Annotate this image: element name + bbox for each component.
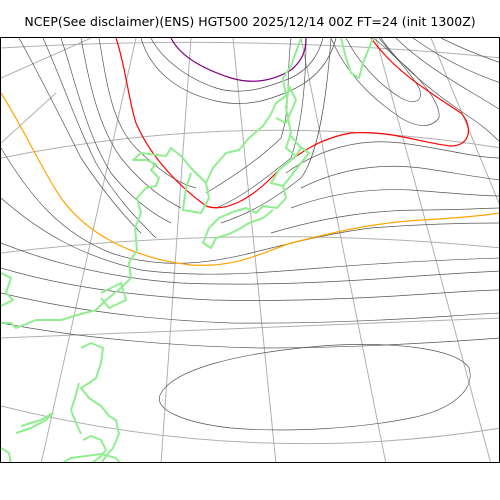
coastline xyxy=(15,412,54,434)
height-contour xyxy=(290,189,499,209)
longitude-line xyxy=(160,38,192,462)
coastline xyxy=(205,38,302,184)
height-contour xyxy=(1,322,499,349)
height-contour xyxy=(140,38,337,104)
coastline xyxy=(70,382,82,435)
height-contour xyxy=(1,292,499,324)
coastline xyxy=(1,272,14,307)
coastline xyxy=(202,155,297,249)
height-contour xyxy=(159,344,471,431)
height-contour xyxy=(42,38,157,239)
height-contours xyxy=(1,38,499,431)
purple-contour-line xyxy=(170,38,307,82)
longitude-line xyxy=(375,38,491,462)
red-contour-line xyxy=(115,38,469,209)
height-contour xyxy=(1,267,499,301)
height-contour xyxy=(1,242,499,285)
height-contour xyxy=(440,38,499,63)
height-contour xyxy=(150,38,324,92)
longitude-line xyxy=(430,38,499,205)
height-contour xyxy=(80,38,182,209)
coastline xyxy=(82,435,107,462)
height-contour xyxy=(1,197,499,275)
height-contour xyxy=(300,165,499,189)
height-contour xyxy=(1,147,499,264)
height-contour xyxy=(18,38,142,234)
coastline xyxy=(1,447,12,462)
height-contour xyxy=(215,38,307,209)
height-contour xyxy=(412,38,499,83)
longitude-line xyxy=(1,38,92,79)
longitude-line xyxy=(300,38,387,462)
latitude-line xyxy=(1,405,499,445)
height-contour xyxy=(270,207,499,234)
hgt500-map xyxy=(1,38,499,462)
coastlines xyxy=(1,38,374,462)
page-title: NCEP(See disclaimer)(ENS) HGT500 2025/12… xyxy=(24,14,476,29)
coastline xyxy=(62,453,121,462)
map-panel xyxy=(0,37,500,463)
height-contour xyxy=(60,38,172,224)
coastline xyxy=(340,38,374,79)
latitude-line xyxy=(1,236,499,254)
height-contour xyxy=(285,141,499,174)
longitude-lines xyxy=(1,38,499,462)
height-contour xyxy=(98,38,197,189)
longitude-line xyxy=(232,38,277,462)
coastline xyxy=(282,145,310,187)
latitude-line xyxy=(1,41,499,59)
coastline xyxy=(100,282,127,309)
height-contour xyxy=(345,38,421,102)
longitude-line xyxy=(40,38,137,462)
height-contour xyxy=(380,38,499,142)
coastline xyxy=(275,85,297,124)
height-contour xyxy=(395,38,499,110)
coastline xyxy=(1,147,210,329)
coastline xyxy=(80,342,120,462)
longitude-line xyxy=(1,92,57,144)
height-contour xyxy=(330,38,440,126)
orange-contour-line xyxy=(1,92,499,266)
latitude-line xyxy=(1,129,499,159)
